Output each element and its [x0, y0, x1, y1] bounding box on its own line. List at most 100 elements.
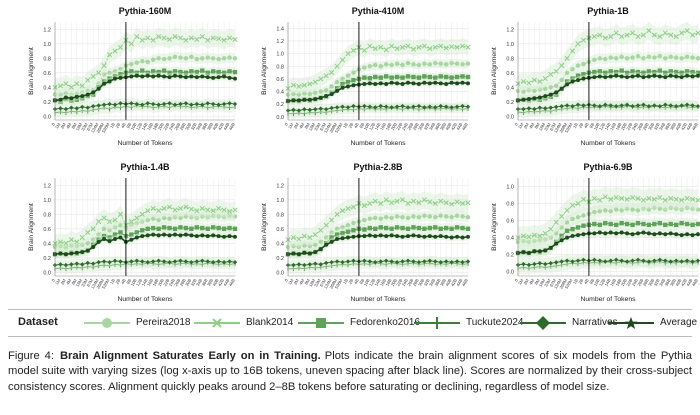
x-tick-label: 32B: [653, 122, 661, 131]
data-point: [145, 35, 151, 41]
data-point: [210, 101, 216, 107]
data-point: [324, 93, 329, 98]
data-point: [570, 233, 575, 238]
data-point: [96, 81, 101, 86]
x-tick-label: 33M: [543, 122, 552, 132]
data-point: [399, 44, 406, 50]
data-point: [438, 198, 444, 204]
data-point: [183, 204, 189, 210]
data-point: [167, 260, 172, 265]
data-point: [68, 84, 74, 90]
data-point: [695, 207, 700, 212]
data-point: [630, 258, 635, 263]
data-point: [301, 233, 307, 239]
data-point: [570, 66, 575, 72]
data-point: [597, 56, 603, 61]
x-tick-label: 46B: [228, 122, 236, 131]
data-point: [565, 82, 570, 87]
data-point: [90, 73, 96, 79]
data-point: [378, 44, 384, 50]
y-axis-label: Brain Alignment: [261, 47, 268, 95]
data-point: [145, 59, 150, 65]
x-tick-label: 26B: [173, 122, 181, 131]
data-point: [156, 33, 162, 40]
data-point: [619, 68, 624, 73]
data-point: [695, 197, 700, 203]
x-tick-label: 38B: [669, 278, 677, 287]
data-point: [668, 73, 673, 78]
data-point: [564, 70, 570, 76]
x-axis-label: Number of Tokens: [350, 140, 406, 147]
data-point: [592, 231, 597, 236]
x-tick-label: 42B: [450, 122, 458, 131]
data-point: [329, 84, 334, 89]
data-point: [329, 230, 334, 235]
data-point: [378, 81, 383, 86]
x-tick-label: 14B: [374, 122, 382, 131]
data-point: [113, 76, 117, 81]
data-point: [85, 229, 91, 235]
data-point: [345, 51, 351, 57]
data-point: [548, 71, 554, 77]
data-point: [410, 198, 417, 204]
data-point: [427, 62, 433, 67]
data-point: [362, 75, 367, 80]
data-point: [140, 102, 145, 107]
data-point: [74, 106, 80, 111]
x-tick-label: 22B: [395, 122, 403, 131]
x-tick-label: 34B: [195, 122, 203, 131]
data-point: [624, 196, 630, 202]
data-point: [548, 85, 553, 90]
data-point: [679, 207, 684, 212]
data-point: [394, 225, 400, 230]
data-point: [373, 62, 378, 68]
data-point: [350, 47, 357, 54]
data-point: [389, 80, 394, 85]
data-point: [150, 101, 156, 107]
y-tick-label: 1.0: [276, 198, 284, 204]
x-tick-label: 2M: [293, 278, 300, 286]
data-point: [395, 234, 400, 239]
data-point: [183, 232, 188, 237]
data-point: [367, 216, 373, 221]
data-point: [383, 62, 389, 67]
series-line-pereira2018: [55, 56, 236, 96]
x-tick-label: 36B: [434, 278, 442, 287]
x-tick-label: 34B: [658, 278, 666, 287]
data-point: [559, 86, 564, 91]
data-point: [438, 81, 443, 86]
data-point: [685, 73, 690, 78]
data-point: [603, 231, 608, 236]
data-point: [57, 83, 64, 89]
data-point: [641, 70, 646, 76]
data-point: [145, 217, 150, 223]
data-point: [554, 241, 559, 246]
data-point: [394, 46, 400, 52]
data-point: [580, 37, 587, 43]
series-line-pereira2018: [517, 207, 699, 243]
y-tick-label: 0.6: [276, 227, 284, 233]
data-point: [313, 250, 318, 255]
data-point: [200, 68, 205, 73]
data-point: [205, 259, 210, 264]
data-point: [416, 62, 422, 68]
data-point: [663, 102, 668, 107]
data-point: [166, 36, 173, 42]
data-point: [625, 75, 630, 80]
data-point: [226, 35, 233, 41]
data-point: [663, 258, 668, 263]
confidence-band: [288, 101, 468, 115]
y-tick-label: 1.0: [43, 198, 51, 204]
data-point: [608, 33, 614, 40]
x-tick-label: 44B: [685, 122, 693, 131]
data-point: [652, 205, 657, 211]
x-tick-label: 8B: [358, 278, 365, 285]
data-point: [581, 76, 586, 81]
data-point: [695, 221, 700, 227]
data-point: [323, 260, 329, 266]
data-point: [651, 32, 657, 38]
data-point: [416, 81, 421, 86]
data-point: [362, 81, 367, 86]
data-point: [613, 69, 619, 75]
x-tick-label: 10B: [130, 122, 138, 131]
